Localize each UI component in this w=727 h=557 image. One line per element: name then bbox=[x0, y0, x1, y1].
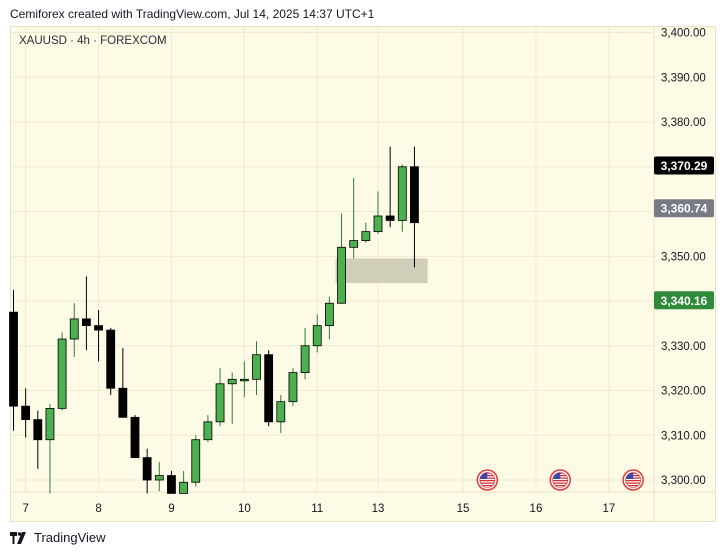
candle-down bbox=[82, 318, 91, 327]
candle-up bbox=[57, 338, 67, 409]
candle-down bbox=[9, 311, 18, 407]
y-tick-label: 3,400.00 bbox=[661, 28, 706, 40]
footer-brand-label: TradingView bbox=[34, 530, 106, 545]
price-label: 3,340.16 bbox=[661, 294, 708, 308]
candle-down bbox=[106, 329, 116, 389]
x-tick-label: 8 bbox=[95, 503, 101, 515]
candle-up bbox=[227, 378, 237, 385]
candle-down bbox=[385, 215, 395, 221]
candle-down bbox=[94, 325, 103, 331]
candle-up bbox=[154, 475, 164, 481]
candle-up bbox=[191, 439, 201, 483]
x-tick-label: 7 bbox=[22, 503, 28, 515]
candle-down bbox=[142, 457, 152, 481]
symbol-info: XAUUSD · 4h · FOREXCOM bbox=[19, 35, 167, 47]
candle-up bbox=[397, 166, 407, 221]
y-tick-label: 3,380.00 bbox=[661, 117, 706, 129]
x-tick-label: 17 bbox=[602, 503, 615, 515]
us-economic-event-icon[interactable] bbox=[549, 469, 571, 491]
price-zone bbox=[335, 258, 428, 284]
candle-up bbox=[45, 407, 55, 441]
candle-up bbox=[69, 318, 79, 340]
y-tick-label: 3,320.00 bbox=[661, 386, 706, 398]
chart-header-text: Cemiforex created with TradingView.com, … bbox=[10, 7, 375, 21]
y-tick-label: 3,390.00 bbox=[661, 72, 706, 84]
candle-up bbox=[215, 383, 225, 423]
x-tick-label: 15 bbox=[457, 503, 470, 515]
y-tick-label: 3,310.00 bbox=[661, 430, 706, 442]
x-tick-label: 13 bbox=[372, 503, 385, 515]
candle-up bbox=[349, 240, 359, 248]
price-label: 3,370.29 bbox=[661, 159, 708, 173]
candle-up bbox=[300, 345, 310, 374]
x-tick-label: 11 bbox=[311, 503, 323, 515]
price-label-box bbox=[654, 291, 714, 310]
price-label-box bbox=[654, 199, 714, 218]
candle-down bbox=[130, 416, 140, 459]
y-tick-label: 3,330.00 bbox=[661, 341, 706, 353]
x-tick-label: 16 bbox=[530, 503, 543, 515]
price-label: 3,360.74 bbox=[661, 202, 708, 216]
candle-down bbox=[33, 419, 43, 441]
candle-down bbox=[410, 166, 419, 224]
candle-down bbox=[21, 405, 31, 420]
candle-up bbox=[361, 231, 371, 241]
candle-up bbox=[312, 325, 322, 347]
candle-up bbox=[252, 354, 261, 380]
candle-up bbox=[324, 302, 334, 327]
footer-brand[interactable]: TradingView bbox=[10, 530, 106, 545]
candle-up bbox=[239, 378, 249, 382]
x-tick-label: 10 bbox=[238, 503, 251, 515]
candle-up bbox=[373, 215, 383, 233]
us-economic-event-icon[interactable] bbox=[476, 469, 499, 491]
x-tick-label: 9 bbox=[168, 503, 174, 515]
candle-down bbox=[264, 354, 274, 423]
y-tick-label: 3,350.00 bbox=[661, 251, 706, 263]
price-label-box bbox=[654, 156, 714, 175]
candle-down bbox=[118, 387, 128, 418]
candle-up bbox=[203, 421, 213, 441]
tradingview-logo-icon bbox=[10, 531, 26, 544]
candle-down bbox=[167, 475, 176, 494]
candle-up bbox=[337, 246, 346, 304]
candle-up bbox=[288, 372, 298, 403]
candle-up bbox=[276, 401, 286, 423]
candle-up bbox=[179, 481, 189, 494]
y-tick-label: 3,300.00 bbox=[661, 475, 706, 487]
us-economic-event-icon[interactable] bbox=[622, 469, 644, 491]
